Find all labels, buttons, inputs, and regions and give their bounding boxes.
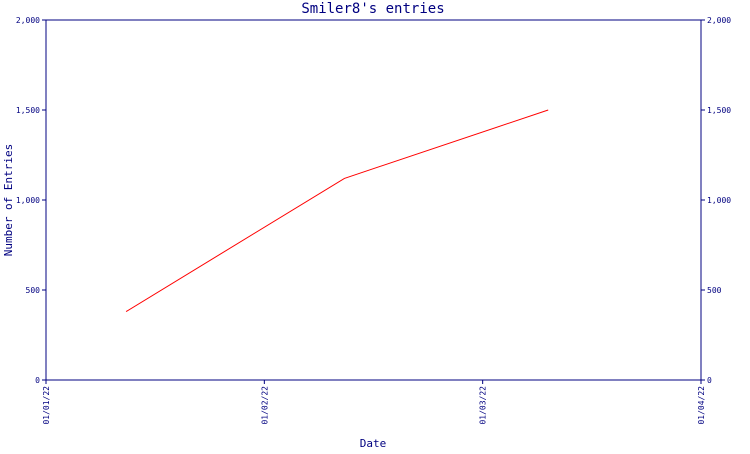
x-tick-label: 01/01/22 — [42, 386, 51, 425]
chart-title: Smiler8's entries — [301, 1, 444, 17]
x-tick-label: 01/04/22 — [697, 386, 706, 425]
y-tick-label-left: 500 — [26, 286, 41, 295]
plot-frame — [45, 19, 702, 381]
y-axis-title: Number of Entries — [2, 144, 15, 257]
y-tick-label-right: 1,500 — [707, 106, 731, 115]
series-line — [125, 109, 549, 313]
x-tick-label: 01/02/22 — [260, 386, 269, 425]
y-tick-label-right: 500 — [707, 286, 722, 295]
y-tick-label-left: 2,000 — [16, 16, 40, 25]
x-tick-label: 01/03/22 — [479, 386, 488, 425]
y-tick-label-right: 1,000 — [707, 196, 731, 205]
y-tick-label-left: 0 — [35, 376, 40, 385]
x-axis-title: Date — [360, 437, 387, 450]
y-tick-label-right: 0 — [707, 376, 712, 385]
y-tick-label-right: 2,000 — [707, 16, 731, 25]
y-tick-label-left: 1,500 — [16, 106, 40, 115]
y-tick-label-left: 1,000 — [16, 196, 40, 205]
